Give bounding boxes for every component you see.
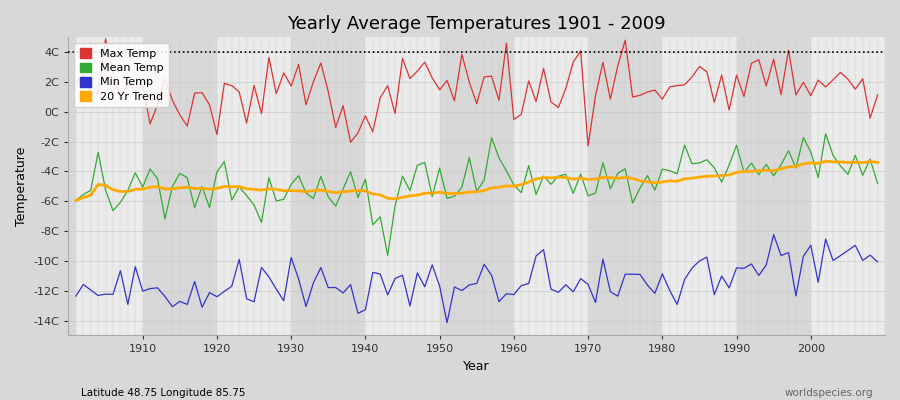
Y-axis label: Temperature: Temperature xyxy=(15,147,28,226)
Legend: Max Temp, Mean Temp, Min Temp, 20 Yr Trend: Max Temp, Mean Temp, Min Temp, 20 Yr Tre… xyxy=(74,43,169,107)
Bar xyxy=(662,37,736,336)
Bar xyxy=(514,37,588,336)
X-axis label: Year: Year xyxy=(464,360,490,373)
Bar xyxy=(217,37,292,336)
Text: worldspecies.org: worldspecies.org xyxy=(785,388,873,398)
Bar xyxy=(365,37,439,336)
Bar xyxy=(76,37,143,336)
Title: Yearly Average Temperatures 1901 - 2009: Yearly Average Temperatures 1901 - 2009 xyxy=(287,15,666,33)
Text: Latitude 48.75 Longitude 85.75: Latitude 48.75 Longitude 85.75 xyxy=(81,388,246,398)
Bar xyxy=(811,37,885,336)
